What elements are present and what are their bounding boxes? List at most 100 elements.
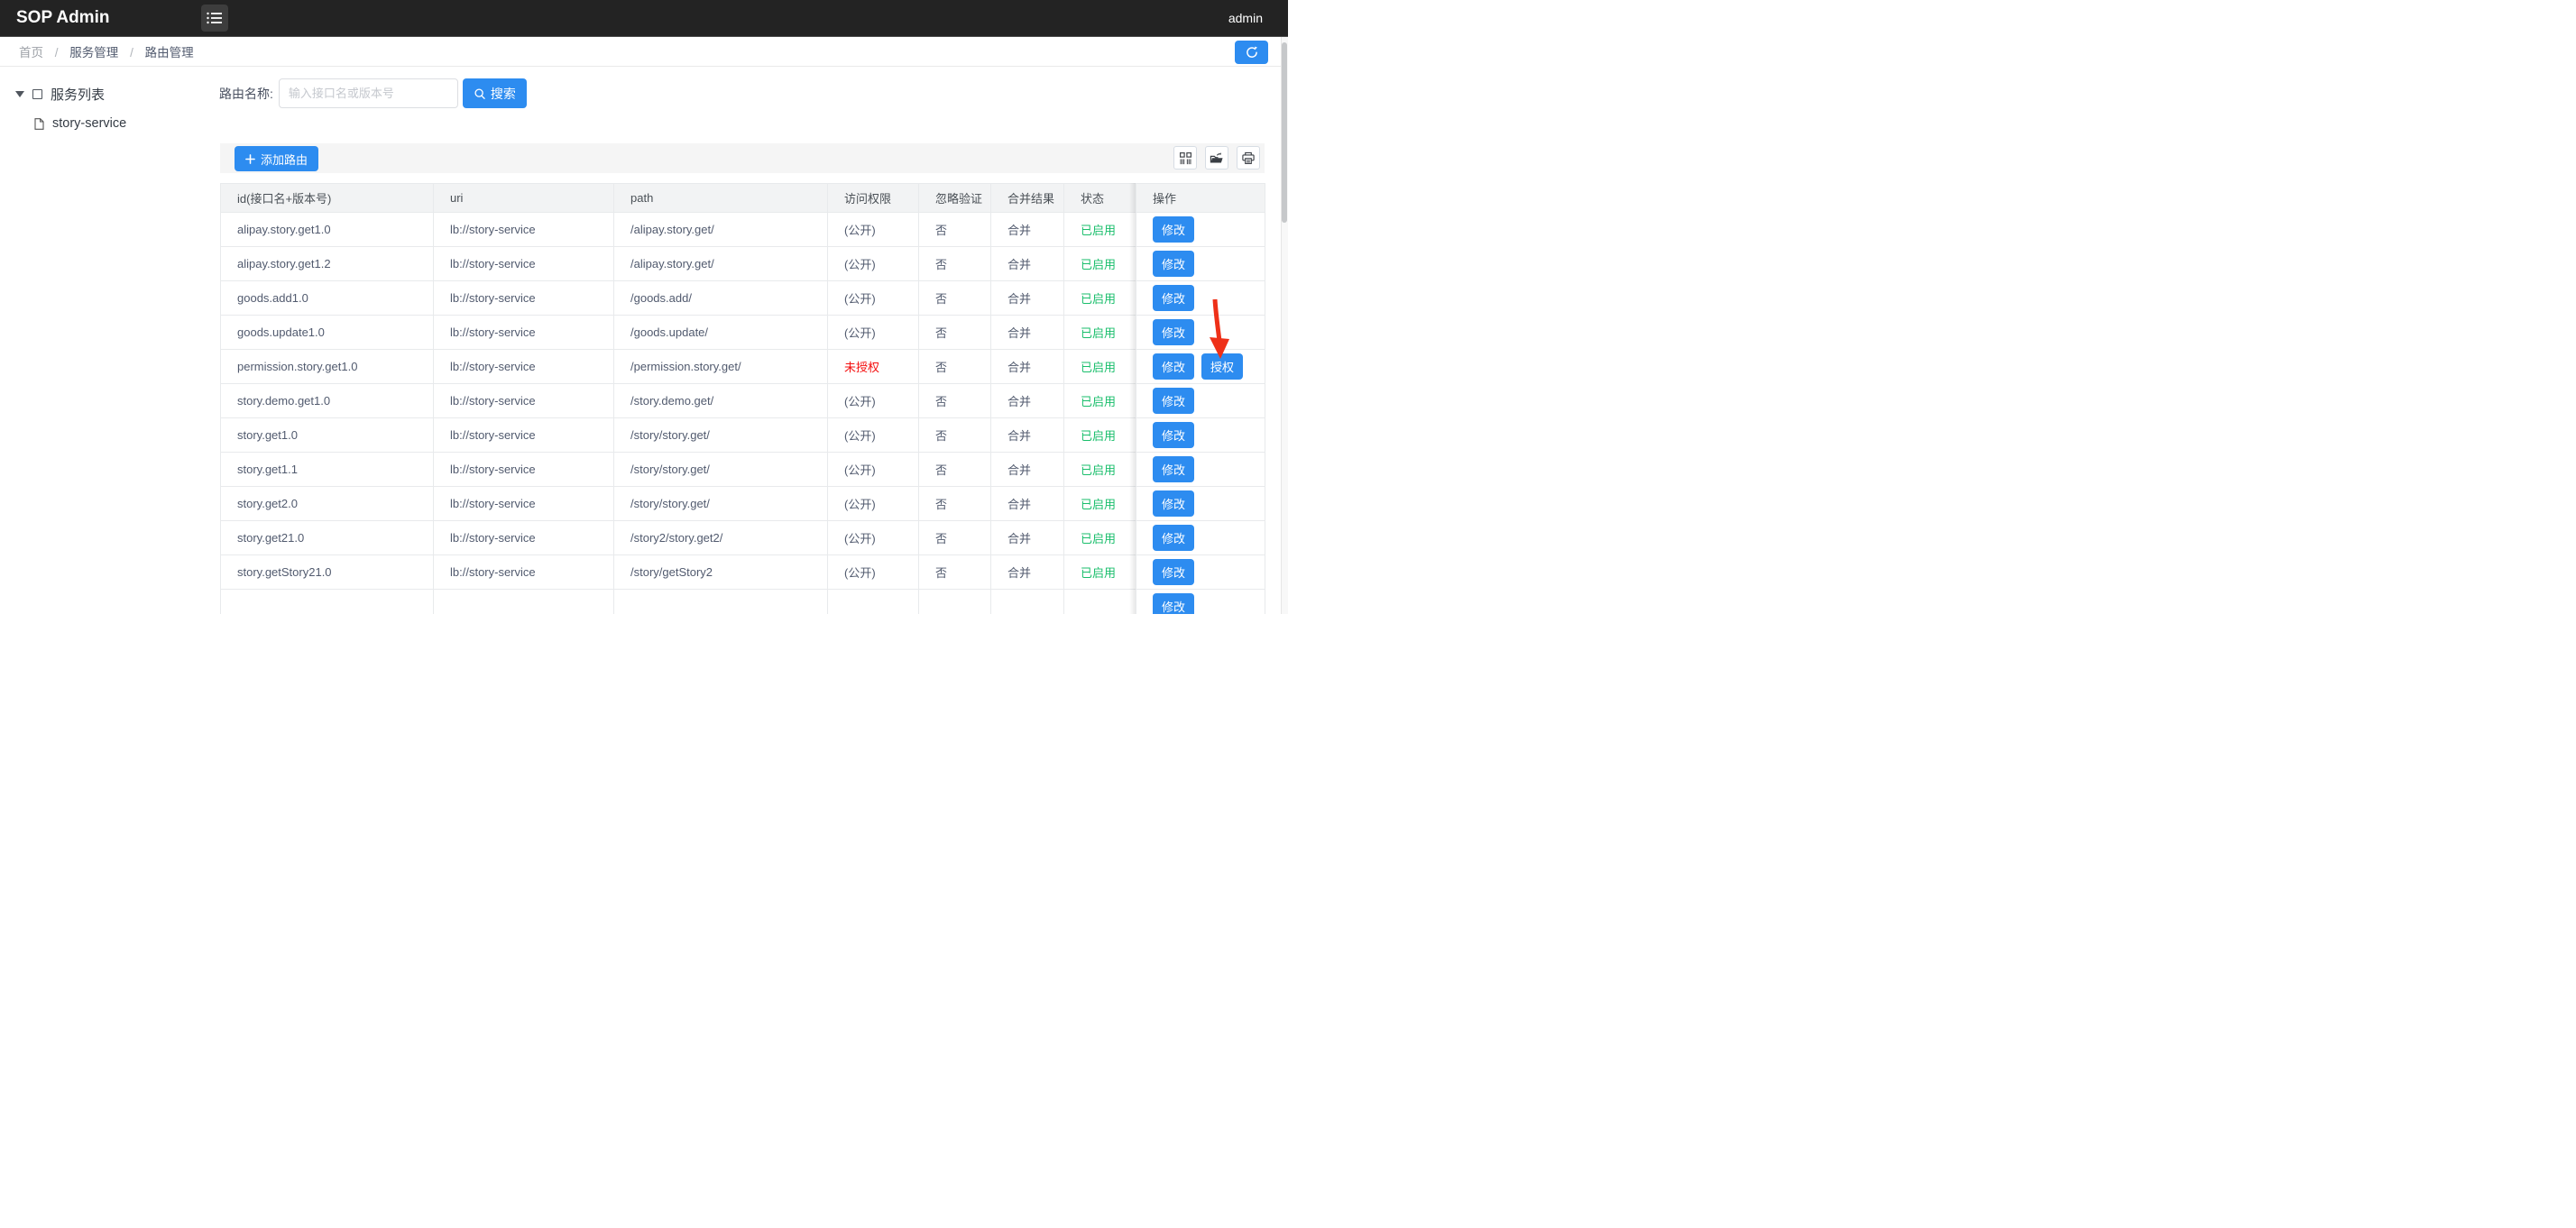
refresh-button[interactable] [1235, 41, 1268, 64]
list-menu-icon [207, 12, 223, 24]
cell-uri: lb://story-service [433, 212, 614, 247]
cell-ignore_auth: 否 [918, 315, 991, 350]
cell-status: 已启用 [1063, 452, 1136, 487]
edit-button[interactable]: 修改 [1153, 490, 1195, 517]
cell-permission: (公开) [827, 520, 919, 555]
column-header-6: 状态 [1063, 183, 1136, 213]
app-title: SOP Admin [16, 8, 110, 27]
cell-ignore_auth: 否 [918, 212, 991, 247]
authorize-button[interactable]: 授权 [1201, 353, 1244, 380]
cell-uri: lb://story-service [433, 246, 614, 281]
cell-status: 已启用 [1063, 486, 1136, 521]
edit-button[interactable]: 修改 [1153, 593, 1195, 614]
table-row: goods.add1.0 lb://story-service/goods.add… [220, 280, 1265, 316]
cell-path: /story2/story.get2/ [613, 520, 828, 555]
cell-path: /story.demo.get/ [613, 383, 828, 418]
table-header-row: id(接口名+版本号) uri path 访问权限 忽略验证 合并结果 状态 操作 [220, 183, 1265, 213]
column-header-1: uri [433, 183, 614, 213]
cell-merge_result: 合并 [990, 554, 1064, 590]
edit-button[interactable]: 修改 [1153, 525, 1195, 551]
cell-actions: 修改 [1136, 212, 1265, 247]
plus-icon [245, 153, 255, 164]
scrollbar-thumb[interactable] [1282, 42, 1287, 223]
cell-status: 已启用 [1063, 383, 1136, 418]
table-row: story.get1.1 lb://story-service/story/sto… [220, 452, 1265, 487]
table-row: permission.story.get1.0 lb://story-servic… [220, 349, 1265, 384]
cell-permission: (公开) [827, 452, 919, 487]
cell-status: 已启用 [1063, 349, 1136, 384]
tree-node-label[interactable]: 服务列表 [51, 87, 106, 103]
caret-down-icon[interactable] [15, 91, 24, 97]
breadcrumb: 首页 / 服务管理 / 路由管理 [19, 42, 194, 60]
cell-merge_result: 合并 [990, 280, 1064, 316]
column-settings-button[interactable] [1173, 146, 1197, 170]
tree-node-label[interactable]: story-service [52, 116, 127, 131]
add-route-label: 添加路由 [261, 152, 308, 167]
cell-ignore_auth: 否 [918, 486, 991, 521]
breadcrumb-home[interactable]: 首页 [19, 46, 43, 60]
column-header-0: id(接口名+版本号) [220, 183, 434, 213]
edit-button[interactable]: 修改 [1153, 216, 1195, 243]
breadcrumb-separator: / [54, 46, 59, 60]
cell-merge_result [990, 589, 1064, 614]
app-header: SOP Admin admin [0, 0, 1288, 37]
cell-id: story.getStory21.0 [220, 554, 434, 590]
cell-merge_result: 合并 [990, 212, 1064, 247]
export-button[interactable] [1205, 146, 1228, 170]
column-header-7: 操作 [1136, 183, 1265, 213]
add-route-button[interactable]: 添加路由 [235, 146, 319, 171]
cell-path: /story/story.get/ [613, 486, 828, 521]
cell-path: /permission.story.get/ [613, 349, 828, 384]
edit-button[interactable]: 修改 [1153, 422, 1195, 448]
route-name-input[interactable] [278, 78, 458, 108]
edit-button[interactable]: 修改 [1153, 353, 1195, 380]
edit-button[interactable]: 修改 [1153, 251, 1195, 277]
sidebar-toggle-button[interactable] [201, 5, 228, 32]
square-outline-icon [32, 89, 42, 99]
cell-path: /goods.update/ [613, 315, 828, 350]
cell-id: alipay.story.get1.0 [220, 212, 434, 247]
cell-ignore_auth: 否 [918, 383, 991, 418]
cell-uri: lb://story-service [433, 486, 614, 521]
cell-permission: (公开) [827, 417, 919, 453]
breadcrumb-service-mgmt: 服务管理 [69, 46, 119, 60]
cell-uri: lb://story-service [433, 349, 614, 384]
current-user[interactable]: admin [1228, 11, 1263, 25]
search-button[interactable]: 搜索 [462, 78, 527, 108]
cell-id: story.demo.get1.0 [220, 383, 434, 418]
print-button[interactable] [1237, 146, 1260, 170]
route-table: id(接口名+版本号) uri path 访问权限 忽略验证 合并结果 状态 操作 alipa… [220, 183, 1265, 614]
edit-button[interactable]: 修改 [1153, 559, 1195, 585]
column-header-4: 忽略验证 [918, 183, 991, 213]
cell-status: 已启用 [1063, 554, 1136, 590]
search-icon [474, 87, 486, 100]
edit-button[interactable]: 修改 [1153, 388, 1195, 414]
cell-merge_result: 合并 [990, 349, 1064, 384]
cell-permission: (公开) [827, 280, 919, 316]
cell-id: goods.add1.0 [220, 280, 434, 316]
edit-button[interactable]: 修改 [1153, 456, 1195, 482]
cell-id: goods.update1.0 [220, 315, 434, 350]
cell-merge_result: 合并 [990, 315, 1064, 350]
cell-status: 已启用 [1063, 246, 1136, 281]
edit-button[interactable]: 修改 [1153, 319, 1195, 345]
table-tool-buttons [1173, 146, 1260, 170]
cell-actions: 修改 授权 [1136, 349, 1265, 384]
cell-actions: 修改 [1136, 315, 1265, 350]
cell-merge_result: 合并 [990, 246, 1064, 281]
table-row: story.get21.0 lb://story-service/story2/s… [220, 520, 1265, 555]
tree-node-service-list[interactable]: 服务列表 [15, 85, 220, 104]
page-scrollbar[interactable] [1281, 37, 1288, 614]
cell-uri: lb://story-service [433, 417, 614, 453]
cell-id: story.get2.0 [220, 486, 434, 521]
tree-node-story-service[interactable]: story-service [34, 116, 220, 131]
breadcrumb-separator: / [130, 46, 133, 60]
cell-path: /alipay.story.get/ [613, 246, 828, 281]
column-header-3: 访问权限 [827, 183, 919, 213]
cell-permission: (公开) [827, 554, 919, 590]
cell-uri [433, 589, 614, 614]
edit-button[interactable]: 修改 [1153, 285, 1195, 311]
cell-path: /alipay.story.get/ [613, 212, 828, 247]
cell-actions: 修改 [1136, 383, 1265, 418]
cell-ignore_auth: 否 [918, 520, 991, 555]
